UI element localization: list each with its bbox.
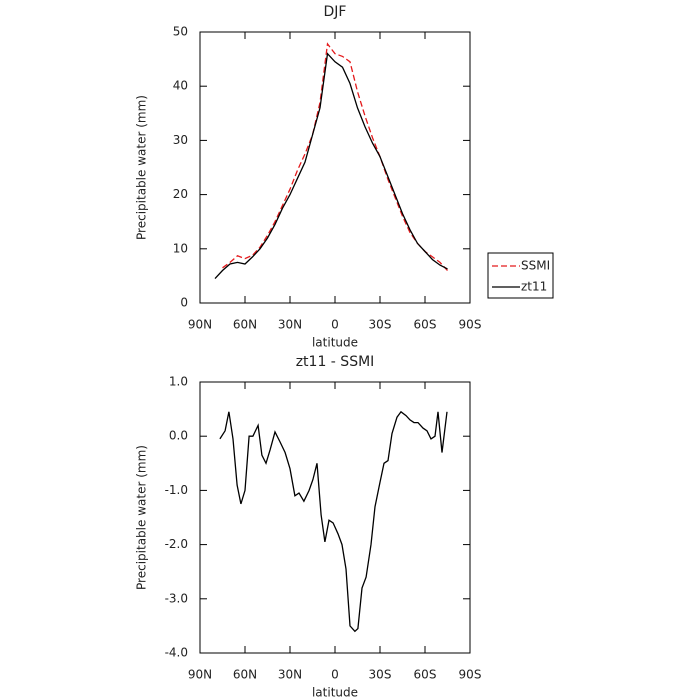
chart-title: zt11 - SSMI (296, 354, 375, 370)
x-tick-label: 60N (233, 318, 257, 332)
y-tick-label: -3.0 (165, 591, 188, 605)
data-line (222, 42, 448, 271)
data-line (214, 52, 448, 280)
x-tick-label: 90S (459, 668, 482, 682)
y-tick-label: 40 (173, 79, 188, 93)
y-tick-label: -4.0 (165, 646, 188, 660)
x-axis-label: latitude (312, 686, 358, 700)
y-tick-label: 30 (173, 133, 188, 147)
y-tick-label: 10 (173, 241, 188, 255)
chart-title: DJF (324, 4, 347, 20)
x-tick-label: 0 (331, 318, 339, 332)
legend-box (487, 252, 554, 299)
x-tick-label: 60S (414, 318, 437, 332)
plot-frame (199, 31, 471, 304)
x-tick-label: 60S (414, 668, 437, 682)
x-tick-label: 0 (331, 668, 339, 682)
y-axis-label: Precipitable water (mm) (135, 445, 149, 590)
y-axis-label: Precipitable water (mm) (135, 95, 149, 240)
plot-frame (199, 381, 471, 654)
x-tick-label: 60N (233, 668, 257, 682)
legend-label: zt11 (521, 280, 547, 294)
x-tick-label: 90N (188, 318, 212, 332)
x-tick-label: 30S (369, 668, 392, 682)
x-tick-label: 90S (459, 318, 482, 332)
x-tick-label: 30S (369, 318, 392, 332)
legend-label: SSMI (521, 259, 550, 273)
y-tick-label: 0.0 (169, 429, 188, 443)
y-tick-label: -1.0 (165, 483, 188, 497)
y-tick-label: 1.0 (169, 375, 188, 389)
y-tick-label: 0 (180, 296, 188, 310)
y-tick-label: 50 (173, 25, 188, 39)
x-tick-label: 30N (278, 318, 302, 332)
y-tick-label: -2.0 (165, 537, 188, 551)
data-line (219, 410, 448, 633)
x-tick-label: 30N (278, 668, 302, 682)
x-axis-label: latitude (312, 336, 358, 350)
x-tick-label: 90N (188, 668, 212, 682)
y-tick-label: 20 (173, 187, 188, 201)
